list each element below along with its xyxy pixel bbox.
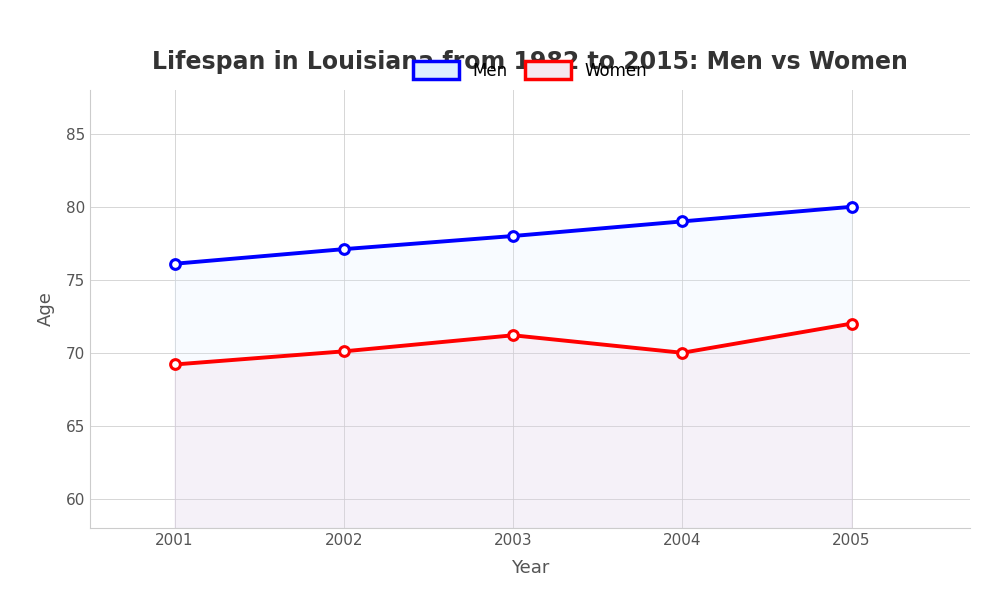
Title: Lifespan in Louisiana from 1982 to 2015: Men vs Women: Lifespan in Louisiana from 1982 to 2015:… [152,50,908,74]
X-axis label: Year: Year [511,559,549,577]
Legend: Men, Women: Men, Women [406,55,654,86]
Y-axis label: Age: Age [37,292,55,326]
